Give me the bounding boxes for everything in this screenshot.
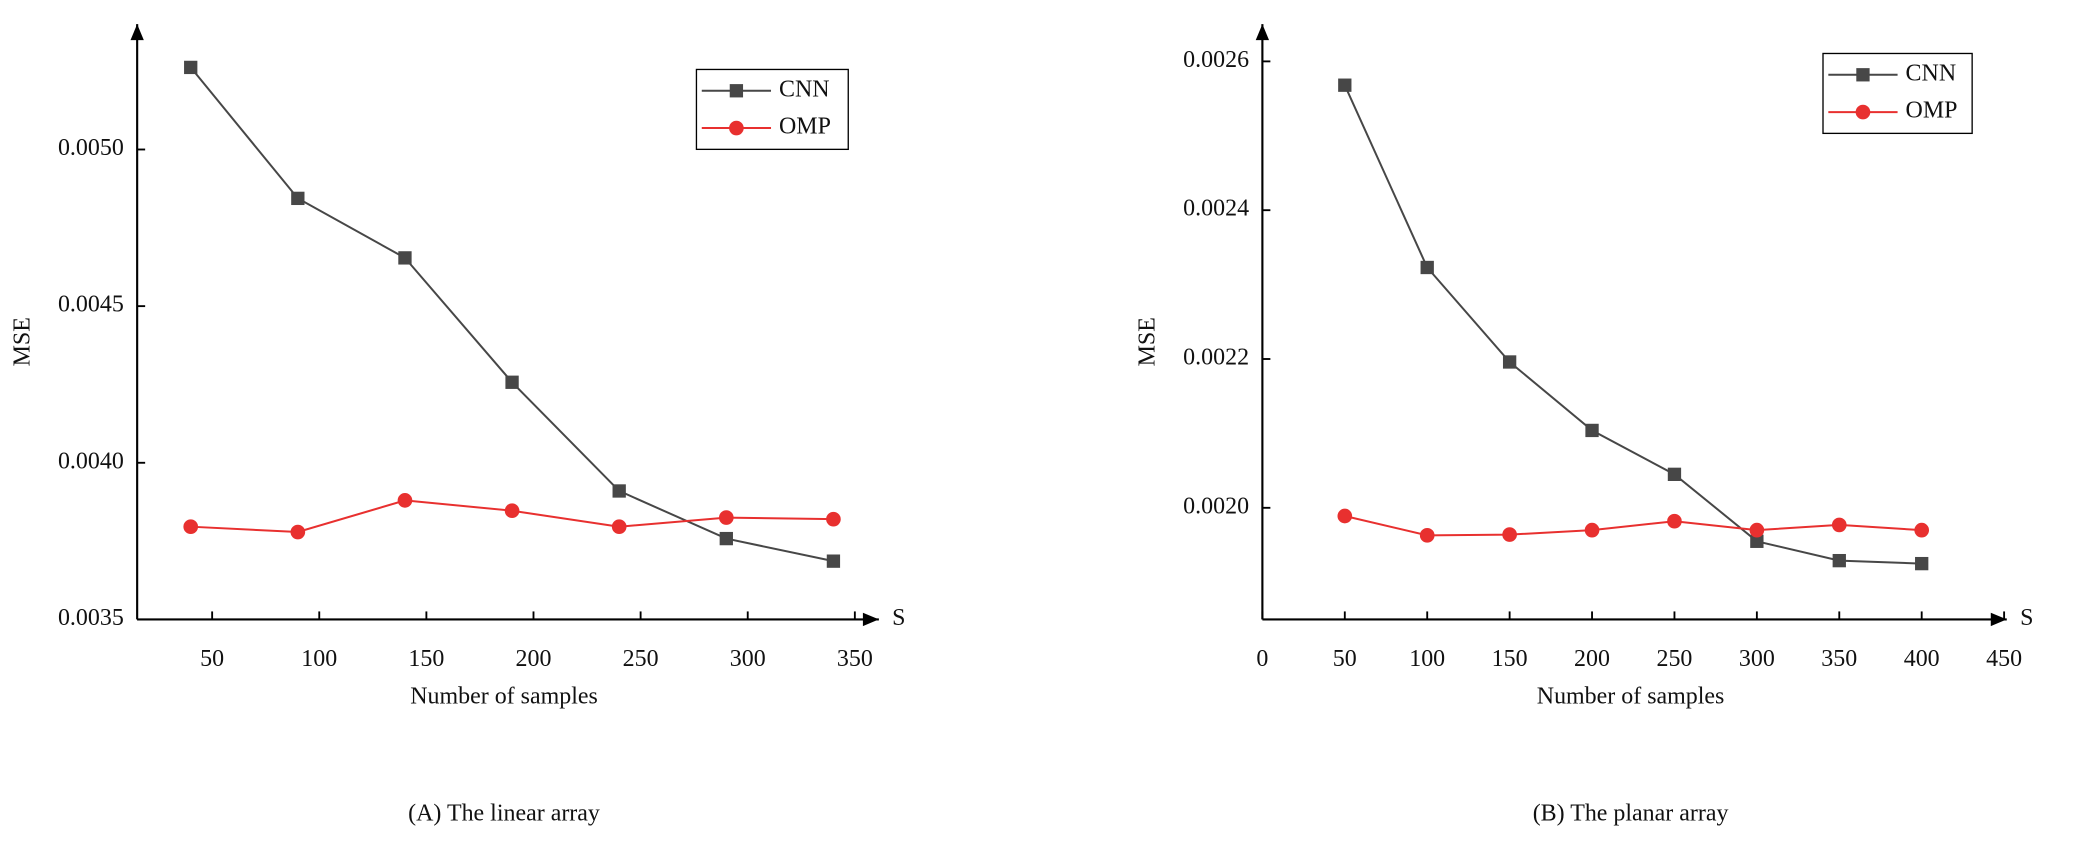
x-tick-label: 450 bbox=[1986, 646, 2022, 672]
x-tick-label: 300 bbox=[730, 646, 766, 672]
legend-label: OMP bbox=[779, 114, 831, 140]
marker bbox=[1667, 467, 1682, 481]
x-tick-label: 200 bbox=[1574, 646, 1610, 672]
x-tick-label: 0 bbox=[1256, 646, 1268, 672]
marker bbox=[1338, 78, 1352, 92]
marker bbox=[290, 524, 306, 540]
y-tick-label: 0.0045 bbox=[58, 292, 124, 318]
marker bbox=[729, 120, 744, 136]
marker bbox=[729, 84, 744, 98]
x-axis-label: Number of samples bbox=[410, 683, 598, 709]
marker bbox=[611, 519, 627, 535]
y-tick-label: 0.0026 bbox=[1183, 47, 1249, 73]
marker bbox=[183, 519, 199, 535]
marker bbox=[826, 554, 841, 568]
caption: (B) The planar array bbox=[1533, 801, 1729, 827]
x-tick-label: 200 bbox=[516, 646, 552, 672]
marker bbox=[1831, 517, 1847, 533]
marker bbox=[1915, 556, 1929, 571]
legend-label: CNN bbox=[779, 76, 830, 102]
y-tick-label: 0.0022 bbox=[1183, 345, 1249, 371]
marker bbox=[1855, 104, 1871, 120]
marker bbox=[505, 375, 519, 389]
marker bbox=[398, 251, 412, 265]
y-tick-label: 0.0040 bbox=[58, 448, 124, 474]
x-tick-label: 100 bbox=[1409, 646, 1445, 672]
legend-label: OMP bbox=[1906, 98, 1958, 124]
marker bbox=[184, 60, 198, 75]
y-axis-label: MSE bbox=[9, 317, 35, 366]
marker bbox=[1420, 260, 1434, 275]
marker bbox=[1502, 355, 1517, 369]
marker bbox=[1584, 522, 1600, 538]
x-tick-label: 350 bbox=[837, 646, 873, 672]
marker bbox=[718, 510, 734, 525]
legend-box bbox=[1822, 52, 1973, 135]
x-axis-label: Number of samples bbox=[1537, 683, 1725, 709]
x-tick-label: 250 bbox=[1656, 646, 1692, 672]
marker bbox=[504, 503, 520, 519]
x-tick-label: 150 bbox=[1492, 646, 1528, 672]
x-axis-arrow bbox=[862, 612, 879, 627]
marker bbox=[1856, 68, 1870, 82]
x-tick-label: 250 bbox=[623, 646, 659, 672]
x-tick-label: 50 bbox=[1333, 646, 1357, 672]
marker bbox=[1832, 553, 1846, 568]
marker bbox=[1914, 522, 1930, 538]
y-tick-label: 0.0035 bbox=[58, 605, 124, 631]
axis-end-label: S bbox=[892, 605, 905, 631]
marker bbox=[1750, 534, 1764, 548]
caption: (A) The linear array bbox=[408, 801, 600, 827]
y-tick-label: 0.0050 bbox=[58, 135, 124, 161]
marker bbox=[291, 191, 305, 206]
y-axis-arrow bbox=[130, 24, 144, 41]
marker bbox=[1585, 423, 1599, 438]
y-tick-label: 0.0020 bbox=[1183, 493, 1249, 519]
legend-label: CNN bbox=[1906, 60, 1957, 86]
marker bbox=[612, 484, 626, 498]
series-line bbox=[1344, 515, 1922, 537]
axis-end-label: S bbox=[2020, 605, 2033, 631]
y-axis-arrow bbox=[1255, 24, 1270, 41]
marker bbox=[397, 493, 413, 508]
marker bbox=[1667, 513, 1682, 529]
marker bbox=[1749, 522, 1765, 538]
legend-box bbox=[695, 68, 849, 151]
x-tick-label: 300 bbox=[1739, 646, 1775, 672]
marker bbox=[719, 531, 733, 546]
marker bbox=[1337, 508, 1353, 524]
x-tick-label: 400 bbox=[1904, 646, 1940, 672]
y-tick-label: 0.0024 bbox=[1183, 196, 1249, 222]
marker bbox=[1419, 528, 1435, 543]
x-tick-label: 50 bbox=[200, 646, 224, 672]
x-tick-label: 150 bbox=[408, 646, 444, 672]
y-axis-label: MSE bbox=[1135, 317, 1161, 366]
x-tick-label: 100 bbox=[301, 646, 337, 672]
series-line bbox=[1343, 84, 1922, 565]
marker bbox=[826, 511, 841, 527]
x-tick-label: 350 bbox=[1821, 646, 1857, 672]
marker bbox=[1502, 527, 1517, 542]
x-axis-arrow bbox=[1990, 612, 2007, 627]
